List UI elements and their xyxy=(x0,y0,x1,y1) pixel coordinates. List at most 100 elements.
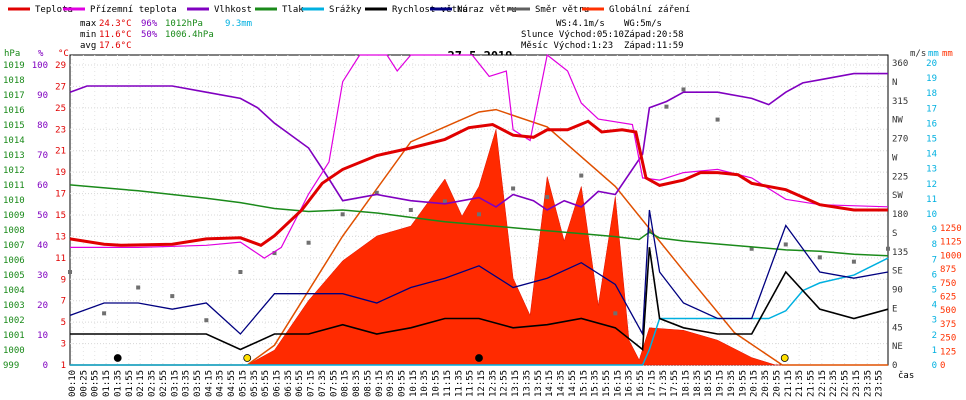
wind-dir-point-24 xyxy=(851,259,856,264)
tick-x-40: 13:35 xyxy=(522,370,532,397)
sun-marker-1 xyxy=(243,354,252,362)
tick-temp-9: 11 xyxy=(55,254,66,264)
series-wind-speed xyxy=(70,247,889,352)
tick-x-49: 16:35 xyxy=(625,370,635,397)
tick-x-51: 17:15 xyxy=(647,370,657,397)
tick-x-16: 05:35 xyxy=(250,370,260,397)
tick-x-43: 14:35 xyxy=(557,370,567,397)
tick-hpa-4: 1015 xyxy=(3,121,25,131)
tick-mm-15: 5 xyxy=(932,286,937,296)
tick-hpa-0: 1019 xyxy=(3,61,25,71)
tick-mm-19: 1 xyxy=(932,346,937,356)
tick-x-6: 02:15 xyxy=(136,370,146,397)
tick-pct-10: 0 xyxy=(43,361,48,371)
wind-dir-point-7 xyxy=(306,240,311,245)
tick-temp-10: 9 xyxy=(61,275,66,285)
wind-dir-point-10 xyxy=(408,208,413,212)
wind-dir-point-8 xyxy=(340,212,345,217)
tick-wm2-2: 1000 xyxy=(940,251,962,261)
tick-x-45: 15:15 xyxy=(579,370,589,397)
legend-label-0: Teplota xyxy=(35,5,73,15)
tick-pct-1: 90 xyxy=(37,91,48,101)
tick-x-12: 04:15 xyxy=(204,370,214,397)
tick-x-52: 17:35 xyxy=(659,370,669,397)
tick-x-11: 03:55 xyxy=(193,370,203,397)
tick-hpa-6: 1013 xyxy=(3,151,25,161)
sun-marker-3 xyxy=(780,354,789,362)
wind-dir-point-25 xyxy=(886,246,890,251)
tick-x-27: 09:15 xyxy=(375,370,385,397)
wind-dir-point-12 xyxy=(477,212,481,217)
legend-label-6: Náraz větru xyxy=(457,5,517,15)
wind-dir-point-14 xyxy=(545,195,550,200)
tick-mm-1: 19 xyxy=(926,74,937,84)
tick-hpa-19: 1000 xyxy=(3,346,25,356)
tick-x-37: 12:35 xyxy=(488,370,498,397)
tick-x-5: 01:55 xyxy=(125,370,135,397)
tick-mm-11: 9 xyxy=(932,225,937,235)
tick-hpa-10: 1009 xyxy=(3,211,25,221)
tick-hpa-1: 1018 xyxy=(3,76,25,86)
tick-wm2-6: 500 xyxy=(940,306,956,316)
tick-mm-2: 18 xyxy=(926,89,937,99)
tick-x-55: 18:35 xyxy=(693,370,703,397)
tick-x-70: 23:35 xyxy=(863,370,873,397)
tick-pct-0: 100 xyxy=(32,61,48,71)
tick-x-50: 16:55 xyxy=(636,370,646,397)
tick-dir-8: 180 xyxy=(892,210,908,220)
series-global-radiation xyxy=(70,129,888,366)
tick-mm-12: 8 xyxy=(932,240,937,250)
series-rain xyxy=(70,257,889,366)
tick-x-57: 19:15 xyxy=(716,370,726,397)
tick-x-71: 23:55 xyxy=(875,370,885,397)
tick-wm2-1: 1125 xyxy=(940,238,962,248)
legend-label-7: Směr větru xyxy=(535,5,589,15)
tick-pct-5: 50 xyxy=(37,211,48,221)
tick-x-31: 10:35 xyxy=(420,370,430,397)
axis-label-pct: % xyxy=(38,49,44,59)
tick-x-9: 03:15 xyxy=(170,370,180,397)
tick-pct-6: 40 xyxy=(37,241,48,251)
wind-dir-point-9 xyxy=(374,190,379,195)
tick-mm-7: 13 xyxy=(926,165,937,175)
tick-x-35: 11:55 xyxy=(466,370,476,397)
tick-pct-3: 70 xyxy=(37,151,48,161)
stat-moon: Měsíc Východ:1:23 xyxy=(521,41,613,51)
tick-x-53: 17:55 xyxy=(670,370,680,397)
tick-x-22: 07:35 xyxy=(318,370,328,397)
legend-label-4: Srážky xyxy=(329,5,362,15)
tick-wm2-5: 625 xyxy=(940,293,956,303)
x-axis-label: čas xyxy=(898,370,914,381)
tick-dir-9: S xyxy=(892,229,897,239)
tick-wm2-7: 375 xyxy=(940,320,956,330)
tick-dir-1: N xyxy=(892,78,897,88)
legend-label-5: Rychlost větru xyxy=(392,5,468,15)
tick-x-41: 13:55 xyxy=(534,370,544,397)
tick-dir-12: 90 xyxy=(892,286,903,296)
tick-dir-7: SW xyxy=(892,191,903,201)
tick-x-46: 15:35 xyxy=(591,370,601,397)
tick-x-69: 23:15 xyxy=(852,370,862,397)
tick-hpa-17: 1002 xyxy=(3,316,25,326)
tick-hpa-15: 1004 xyxy=(3,286,25,296)
wind-dir-point-1 xyxy=(102,311,107,316)
stat-sun-set: Západ:20:58 xyxy=(624,30,684,40)
tick-dir-15: NE xyxy=(892,342,903,352)
tick-temp-4: 21 xyxy=(55,147,66,157)
tick-x-17: 05:55 xyxy=(261,370,271,397)
tick-mm-16: 4 xyxy=(932,301,937,311)
tick-x-15: 05:15 xyxy=(238,370,248,397)
tick-dir-2: 315 xyxy=(892,97,908,107)
stat-max-label: max xyxy=(80,19,97,29)
tick-x-23: 07:55 xyxy=(329,370,339,397)
legend-label-8: Globální záření xyxy=(609,5,690,15)
tick-x-39: 13:15 xyxy=(511,370,521,397)
tick-wm2-8: 250 xyxy=(940,334,956,344)
tick-mm-6: 14 xyxy=(926,150,937,160)
tick-hpa-12: 1007 xyxy=(3,241,25,251)
stat-ws: WS:4.1m/s xyxy=(556,19,605,29)
tick-x-47: 15:55 xyxy=(602,370,612,397)
tick-dir-11: SE xyxy=(892,267,903,277)
stat-temp-max: 24.3°C xyxy=(99,19,132,29)
tick-pct-8: 20 xyxy=(37,301,48,311)
